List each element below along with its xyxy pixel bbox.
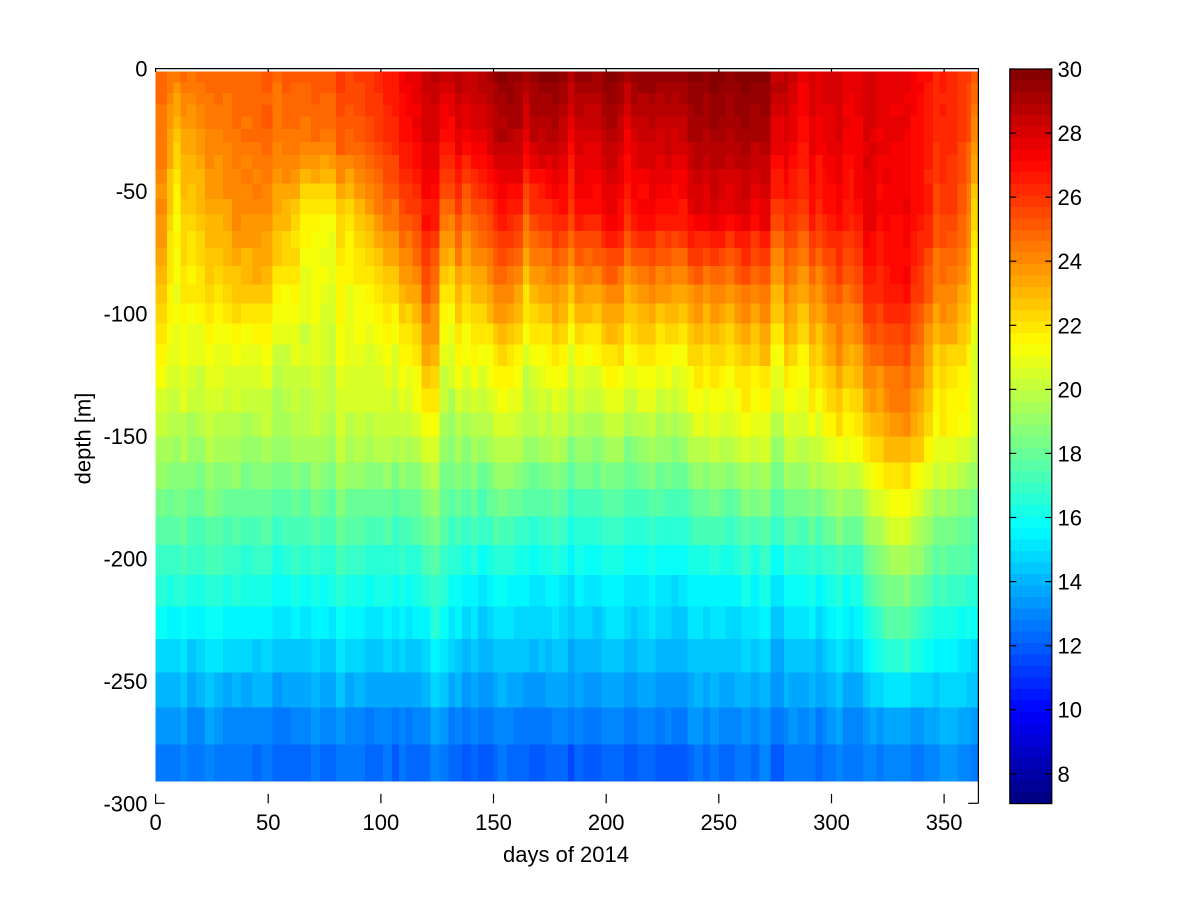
svg-text:14: 14 — [1058, 570, 1082, 595]
svg-text:30: 30 — [1058, 57, 1082, 82]
svg-text:150: 150 — [475, 810, 512, 835]
svg-text:days of 2014: days of 2014 — [503, 842, 629, 867]
svg-text:24: 24 — [1058, 249, 1082, 274]
svg-text:200: 200 — [588, 810, 625, 835]
svg-text:350: 350 — [926, 810, 963, 835]
svg-text:0: 0 — [149, 810, 161, 835]
svg-text:18: 18 — [1058, 441, 1082, 466]
svg-text:50: 50 — [256, 810, 280, 835]
svg-text:0: 0 — [135, 56, 147, 81]
svg-text:-200: -200 — [103, 546, 147, 571]
svg-text:-300: -300 — [103, 791, 147, 816]
svg-text:-100: -100 — [103, 301, 147, 326]
svg-text:-50: -50 — [116, 179, 148, 204]
svg-text:26: 26 — [1058, 185, 1082, 210]
svg-text:28: 28 — [1058, 121, 1082, 146]
svg-text:250: 250 — [700, 810, 737, 835]
svg-text:10: 10 — [1058, 698, 1082, 723]
svg-text:8: 8 — [1058, 762, 1070, 787]
svg-text:100: 100 — [363, 810, 400, 835]
svg-text:300: 300 — [813, 810, 850, 835]
svg-text:-250: -250 — [103, 669, 147, 694]
svg-text:22: 22 — [1058, 313, 1082, 338]
svg-text:depth [m]: depth [m] — [71, 393, 96, 485]
svg-text:20: 20 — [1058, 377, 1082, 402]
svg-text:16: 16 — [1058, 506, 1082, 531]
svg-text:-150: -150 — [103, 424, 147, 449]
svg-text:12: 12 — [1058, 634, 1082, 659]
